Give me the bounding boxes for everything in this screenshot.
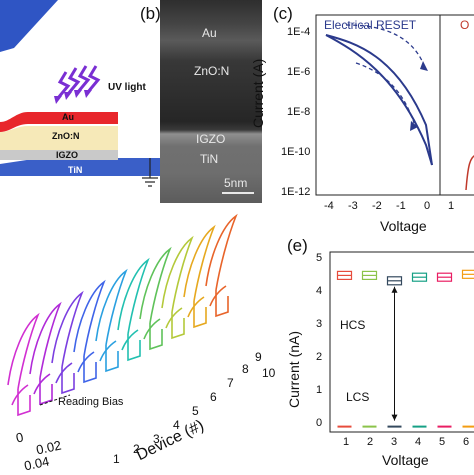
device-cycle-1 [8,315,38,415]
c-xtick-2: -2 [372,200,382,212]
e-xtick-5: 5 [439,436,445,448]
panel-b-label: (b) [140,4,161,24]
e-ytick-2: 2 [316,351,322,363]
panel-c-plot [316,15,474,215]
e-ytick-5: 5 [316,252,322,264]
d-dev-1: 1 [113,452,120,466]
panel-c-y-title: Current (A) [250,59,266,128]
e-xtick-4: 4 [415,436,421,448]
arrow-down-icon [392,415,398,421]
e-xtick-1: 1 [343,436,349,448]
c-ytick-4: 1E-12 [281,186,310,198]
c-xtick-1: -3 [348,200,358,212]
e-xtick-2: 2 [367,436,373,448]
substrate-tile [0,0,58,52]
c-ytick-2: 1E-8 [287,106,310,118]
tem-label-tin: TiN [200,152,218,166]
c-ytick-3: 1E-10 [281,146,310,158]
panel-e-y-title: Current (nA) [286,331,302,408]
legend-electrical: Electrical RESET [324,18,416,32]
e-ytick-4: 4 [316,285,322,297]
e-x-title: Voltage [382,452,429,468]
tem-label-zno: ZnO:N [194,64,229,78]
panel-e-plot [330,252,474,447]
c-ytick-1: 1E-6 [287,66,310,78]
series-electrical-reset-lower [326,35,432,165]
e-xtick-3: 3 [391,436,397,448]
series-electrical-reset-upper [326,35,432,165]
d-dev-7: 7 [227,376,234,390]
arrow-icon-up [420,61,428,71]
scale-bar [222,192,254,194]
layer-label-zno: ZnO:N [52,131,80,141]
c-xtick-4: 0 [424,200,430,212]
d-dev-8: 8 [242,362,249,376]
layer-label-tin: TiN [68,165,82,175]
legend-optical: O [460,18,469,32]
e-ytick-3: 3 [316,318,322,330]
d-dev-10: 10 [262,366,275,380]
scale-bar-label: 5nm [224,176,247,190]
hcs-label: HCS [340,318,365,332]
c-x-title: Voltage [380,218,427,234]
c-ytick-0: 1E-4 [287,26,310,38]
series-optical [466,155,474,190]
e-xtick-6: 6 [463,436,469,448]
c-xtick-0: -4 [324,200,334,212]
d-dev-6: 6 [210,390,217,404]
arrow-up-icon [392,287,398,293]
tem-label-au: Au [202,26,217,40]
uv-label: UV light [108,82,146,93]
tem-image: Au ZnO:N IGZO TiN 5nm [160,0,262,203]
d-dev-2: 2 [133,442,140,456]
series-electrical-reset-dash-lower [356,63,414,123]
panel-c-label: (c) [273,4,293,24]
d-dev-9: 9 [255,350,262,364]
layer-label-au: Au [62,112,74,122]
c-xtick-5: 1 [448,200,454,212]
reading-bias-label: Reading Bias [58,396,123,408]
e-ytick-0: 0 [316,417,322,429]
panel-e-label: (e) [287,236,308,256]
d-dev-3: 3 [153,432,160,446]
lcs-label: LCS [346,390,369,404]
tem-label-igzo: IGZO [196,132,225,146]
d-dev-5: 5 [192,404,199,418]
e-ytick-1: 1 [316,384,322,396]
layer-label-igzo: IGZO [56,150,78,160]
c-xtick-3: -1 [396,200,406,212]
d-dev-4: 4 [173,418,180,432]
panel-d-plot [0,235,275,475]
